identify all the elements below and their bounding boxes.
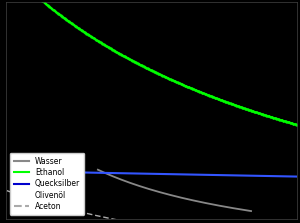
- Legend: Wasser, Ethanol, Quecksilber, Olivenöl, Aceton: Wasser, Ethanol, Quecksilber, Olivenöl, …: [10, 153, 84, 215]
